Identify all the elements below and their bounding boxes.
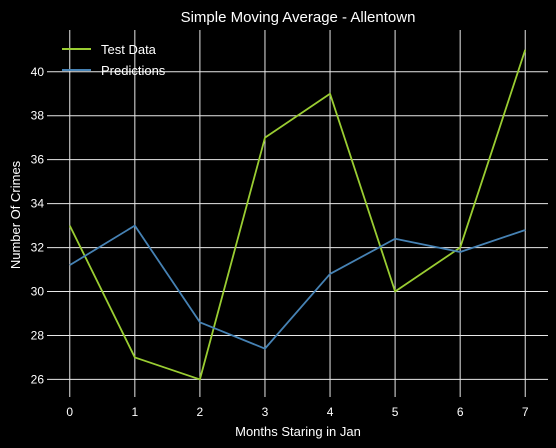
x-tick-label: 2 [197,405,204,419]
y-tick-label: 36 [31,153,45,167]
x-tick-label: 1 [131,405,138,419]
y-tick-label: 30 [31,285,45,299]
y-tick-label: 40 [31,65,45,79]
y-tick-label: 26 [31,372,45,386]
legend-label: Predictions [101,63,166,78]
y-axis-label: Number Of Crimes [8,160,23,269]
x-tick-label: 3 [262,405,269,419]
y-tick-labels: 26 28 30 32 34 36 38 40 [31,65,45,387]
y-tick-label: 38 [31,109,45,123]
series-line-predictions [69,224,526,350]
x-tick-label: 6 [457,405,464,419]
y-tick-label: 34 [31,197,45,211]
x-tick-labels: 0 1 2 3 4 5 6 7 [66,405,528,419]
series-lines [68,49,527,381]
x-tick-label: 0 [66,405,73,419]
chart-title: Simple Moving Average - Allentown [181,9,416,26]
x-tick-label: 7 [522,405,529,419]
legend-label: Test Data [101,42,157,57]
x-tick-label: 5 [392,405,399,419]
grid [47,30,548,397]
series-line-test-data [68,49,527,381]
x-axis-label: Months Staring in Jan [235,424,361,439]
y-tick-label: 32 [31,241,45,255]
y-tick-label: 28 [31,328,45,342]
x-tick-label: 4 [327,405,334,419]
legend: Test Data Predictions [62,42,166,78]
